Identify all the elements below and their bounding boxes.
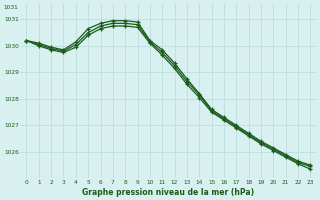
X-axis label: Graphe pression niveau de la mer (hPa): Graphe pression niveau de la mer (hPa) [82,188,254,197]
Text: 1031: 1031 [3,5,18,10]
